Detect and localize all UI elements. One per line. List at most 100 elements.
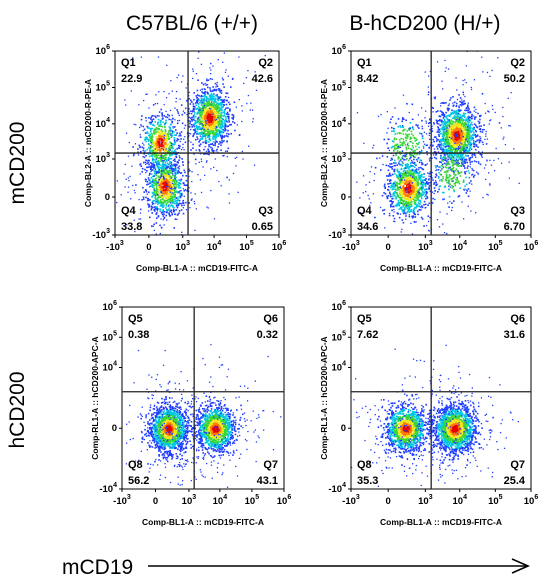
event-dot <box>410 137 413 139</box>
event-dot <box>214 124 216 127</box>
event-dot <box>165 185 167 188</box>
event-dot <box>162 149 164 151</box>
event-dot <box>206 84 209 86</box>
event-dot <box>223 136 225 138</box>
event-dot <box>402 180 404 183</box>
event-dot <box>125 178 127 180</box>
event-dot <box>213 88 216 90</box>
event-dot <box>173 150 176 153</box>
event-dot <box>393 147 396 150</box>
event-dot <box>145 171 147 174</box>
event-dot <box>150 205 153 208</box>
event-dot <box>401 191 404 193</box>
event-dot <box>374 216 376 219</box>
event-dot <box>390 185 392 188</box>
event-dot <box>415 164 417 166</box>
event-dot <box>125 104 127 106</box>
event-dot <box>203 123 206 125</box>
event-dot <box>174 107 176 109</box>
event-dot <box>420 182 422 185</box>
event-dot <box>427 215 429 217</box>
event-dot <box>438 176 440 178</box>
event-dot <box>418 132 421 135</box>
event-dot <box>202 166 204 168</box>
event-dot <box>151 158 154 160</box>
event-dot <box>160 190 162 193</box>
event-dot <box>182 199 184 202</box>
event-dot <box>421 176 423 178</box>
event-dot <box>216 113 219 116</box>
event-dot <box>442 112 445 114</box>
event-dot <box>399 163 401 166</box>
event-dot <box>162 133 165 136</box>
event-dot <box>402 154 405 157</box>
event-dot <box>202 101 204 104</box>
event-dot <box>149 181 151 183</box>
event-dot <box>168 203 170 206</box>
event-dot <box>170 211 173 214</box>
event-dot <box>198 145 201 147</box>
event-dot <box>219 140 221 143</box>
event-dot <box>402 162 405 165</box>
event-dot <box>163 91 165 93</box>
event-dot <box>203 101 205 103</box>
event-dot <box>150 207 153 209</box>
event-dot <box>392 197 395 200</box>
event-dot <box>194 102 197 104</box>
event-dot <box>386 142 388 145</box>
event-dot <box>142 149 145 152</box>
event-dot <box>193 114 196 116</box>
event-dot <box>163 158 166 161</box>
event-dot <box>441 163 444 166</box>
event-dot <box>221 141 223 144</box>
event-dot <box>221 114 223 117</box>
event-dot <box>172 168 174 170</box>
event-dot <box>393 182 395 184</box>
event-dot <box>210 122 213 124</box>
event-dot <box>220 92 223 94</box>
event-dot <box>184 188 187 191</box>
event-dot <box>183 184 186 186</box>
event-dot <box>428 229 430 232</box>
event-dot <box>214 114 216 117</box>
event-dot <box>149 146 152 148</box>
event-dot <box>207 135 209 138</box>
event-dot <box>209 103 212 106</box>
event-dot <box>412 127 414 129</box>
event-dot <box>156 208 158 210</box>
event-dot <box>405 186 408 188</box>
event-dot <box>159 149 161 152</box>
event-dot <box>197 117 200 120</box>
event-dot <box>154 144 156 147</box>
event-dot <box>171 144 173 147</box>
event-dot <box>417 210 419 213</box>
event-dot <box>207 86 209 89</box>
event-dot <box>368 227 370 229</box>
event-dot <box>156 122 159 124</box>
event-dot <box>166 144 169 147</box>
event-dot <box>425 194 427 196</box>
event-dot <box>156 164 158 167</box>
event-dot <box>189 103 192 105</box>
event-dot <box>161 205 164 208</box>
event-dot <box>395 203 398 206</box>
event-dot <box>395 182 398 184</box>
event-dot <box>188 116 190 119</box>
event-dot <box>208 130 210 133</box>
event-dot <box>407 167 410 169</box>
event-dot <box>405 175 407 178</box>
event-dot <box>228 179 230 181</box>
event-dot <box>160 172 163 175</box>
event-dot <box>171 90 173 92</box>
event-dot <box>154 194 156 196</box>
event-dot <box>149 182 151 184</box>
event-dot <box>166 199 169 201</box>
event-dot <box>411 168 414 171</box>
event-dot <box>155 154 158 156</box>
event-dot <box>438 135 440 137</box>
event-dot <box>159 208 162 211</box>
event-dot <box>216 122 218 125</box>
event-dot <box>402 185 405 188</box>
event-dot <box>157 161 159 163</box>
event-dot <box>210 168 212 170</box>
